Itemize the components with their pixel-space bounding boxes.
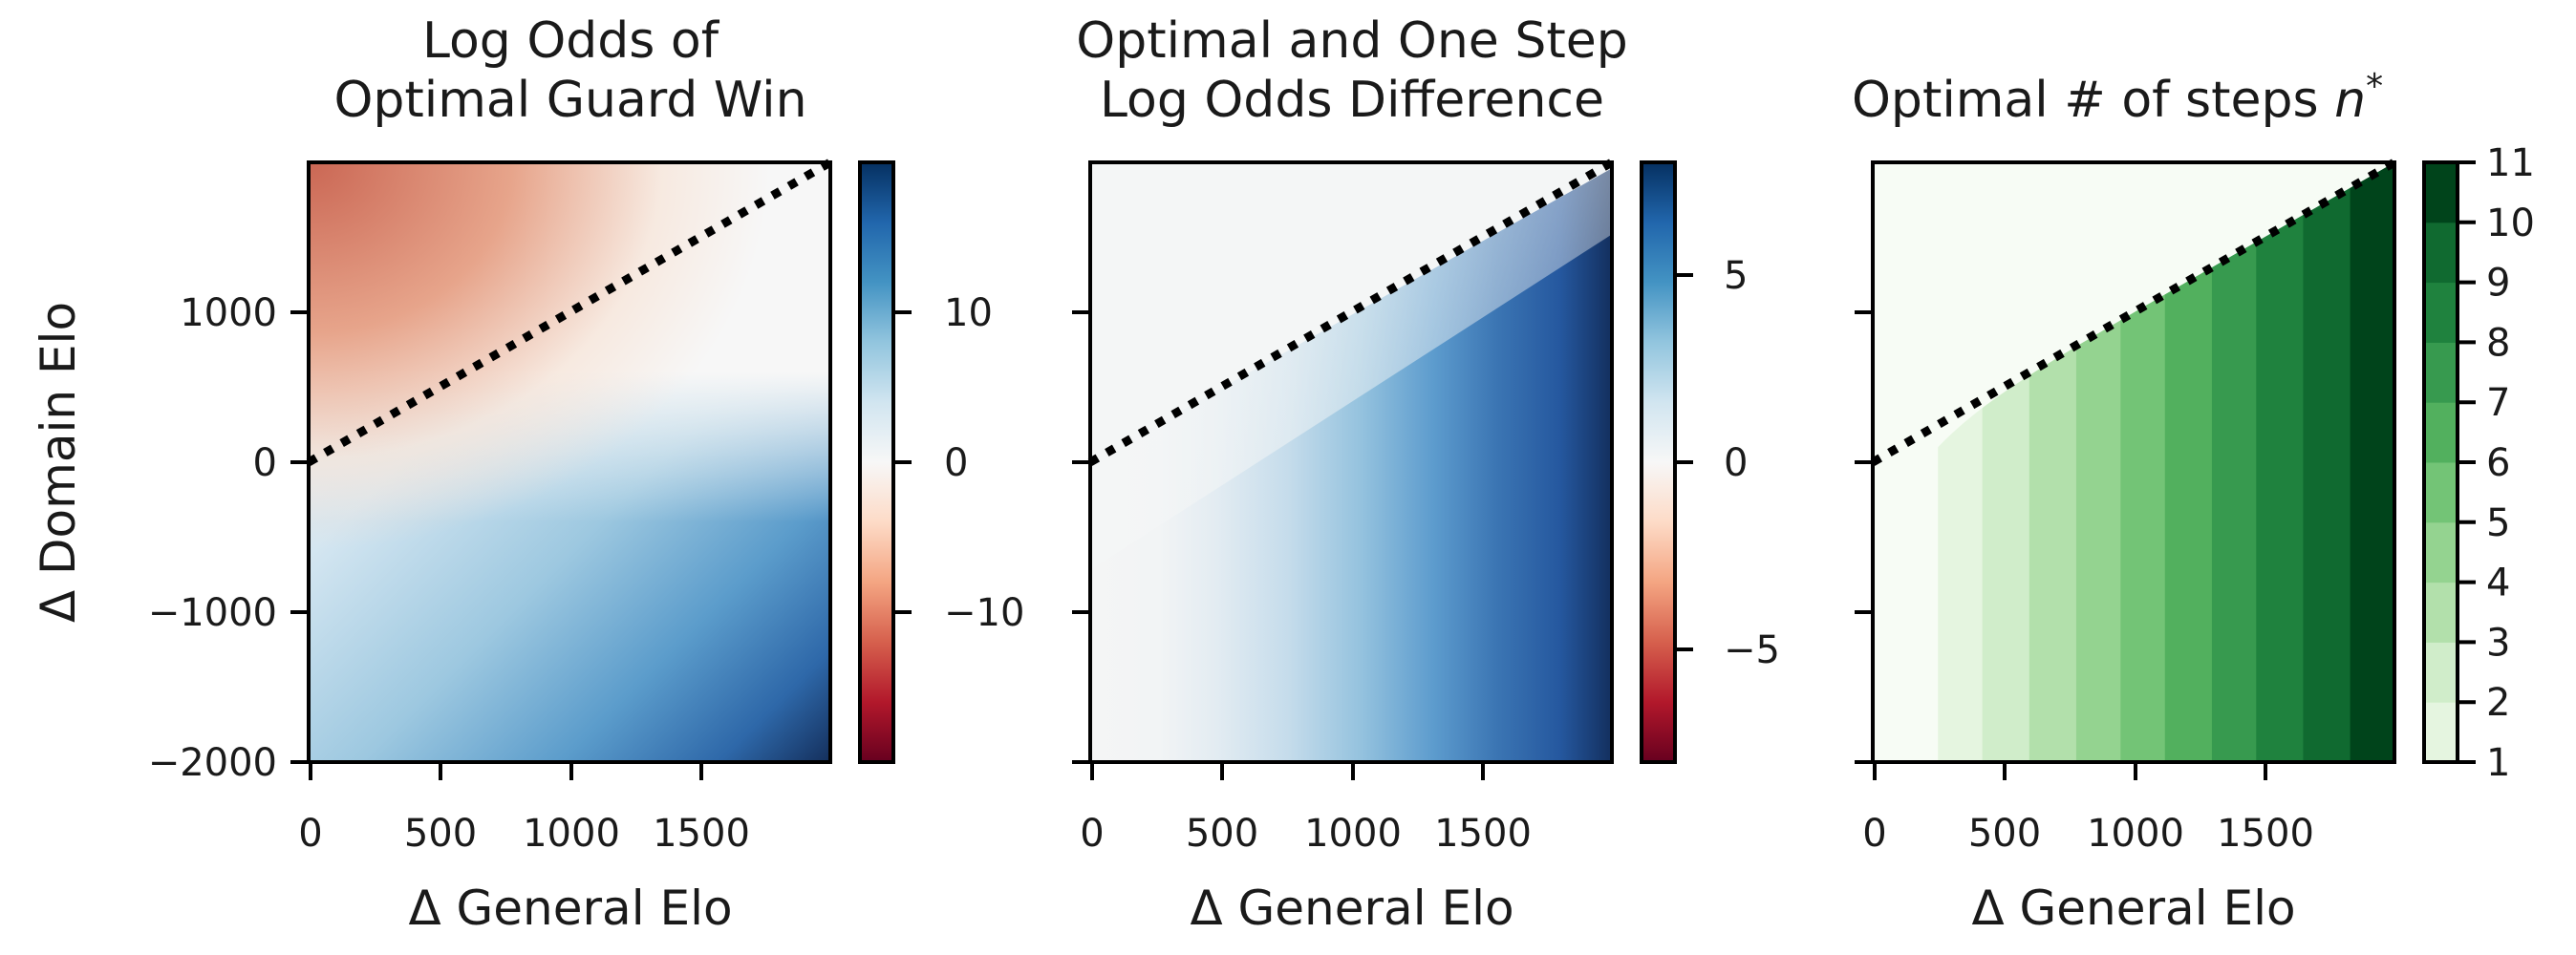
panel-3-colorbar: 11 10 9 8 7 6 5 4 3 2 1 (2422, 141, 2535, 785)
panel-2-xtick-label: 1000 (1304, 812, 1402, 856)
panel-2-colorbar-tick-label: 5 (1724, 254, 1748, 298)
panel-2-xtick-label: 500 (1186, 812, 1258, 856)
panel-1-title-line-1: Log Odds of (422, 12, 720, 70)
panel-1-ytick-label: 1000 (180, 291, 277, 335)
panel-3-title-text: Optimal # of steps (1852, 72, 2334, 129)
panel-3-xlabel: Δ General Elo (1971, 881, 2295, 936)
panel-1-ytick-label: 0 (253, 441, 277, 485)
panel-3-colorbar-bands (2424, 162, 2458, 763)
panel-2-xtick-label: 0 (1080, 812, 1104, 856)
panel-1-colorbar-tick-label: 10 (944, 291, 993, 335)
colorbar-tick-label: 7 (2486, 381, 2510, 425)
colorbar-tick-label: 3 (2486, 621, 2510, 665)
panel-2-colorbar-tick-label: −5 (1724, 628, 1780, 672)
panel-2-heatmap (1088, 160, 1614, 764)
panel-1-ytick-label: −1000 (148, 591, 277, 635)
colorbar-band (2424, 582, 2458, 643)
colorbar-tick-label: 8 (2486, 321, 2510, 365)
panel-3-heatmap (1871, 160, 2396, 764)
colorbar-tick-label: 1 (2486, 741, 2510, 785)
panel-2-reference-line (1087, 159, 1615, 466)
panel-2-xlabel: Δ General Elo (1190, 881, 1513, 936)
panel-1-reference-line (306, 159, 833, 466)
colorbar-band (2424, 462, 2458, 523)
colorbar-band (2424, 282, 2458, 343)
colorbar-tick-label: 10 (2486, 202, 2535, 245)
panel-1-colorbar: 10 0 −10 (858, 160, 1024, 764)
panel-1-heatmap-fill (309, 162, 830, 762)
colorbar-band (2424, 342, 2458, 403)
panel-1-xtick-label: 1000 (523, 812, 620, 856)
panel-3-xtick-label: 1500 (2217, 812, 2314, 856)
step-band (2256, 162, 2304, 762)
panel-3-title-symbol: n (2334, 72, 2366, 129)
colorbar-band (2424, 521, 2458, 584)
panel-2-heatmap-fill (1090, 162, 1612, 762)
colorbar-band (2424, 642, 2458, 703)
panel-2-title-line-2: Log Odds Difference (1100, 72, 1604, 129)
panel-1-xtick-label: 0 (298, 812, 322, 856)
panel-3-title: Optimal # of steps n* (1852, 67, 2383, 129)
panel-1-xtick-label: 1500 (653, 812, 750, 856)
panel-1-xlabel: Δ General Elo (408, 881, 732, 936)
panel-2-colorbar: 5 0 −5 (1640, 160, 1780, 764)
panel-3-upper-region (1873, 162, 2394, 462)
panel-3-colorbar-ticks: 11 10 9 8 7 6 5 4 3 2 1 (2458, 141, 2535, 785)
panel-3-xticks: 0 500 1000 1500 (1862, 762, 2314, 856)
colorbar-band (2424, 402, 2458, 463)
panel-3: Optimal # of steps n* 0 500 1000 1500 Δ … (1852, 67, 2535, 936)
panel-3-xtick-label: 500 (1968, 812, 2041, 856)
panel-1-title-line-2: Optimal Guard Win (333, 72, 806, 129)
colorbar-tick-label: 9 (2486, 262, 2510, 306)
colorbar-tick-label: 4 (2486, 562, 2510, 605)
panel-2-title-line-1: Optimal and One Step (1076, 12, 1627, 70)
colorbar-tick-label: 2 (2486, 681, 2510, 725)
panel-1-xtick-label: 500 (404, 812, 477, 856)
panel-3-reference-line (1870, 159, 2397, 466)
panel-1-heatmap (307, 160, 832, 764)
panel-1: Log Odds of Optimal Guard Win 1000 0 −10… (31, 12, 1024, 936)
panel-3-yticks (1855, 310, 1873, 764)
step-band (2350, 162, 2395, 762)
colorbar-band (2424, 702, 2458, 763)
panel-2-xtick-label: 1500 (1434, 812, 1532, 856)
panel-2-colorbar-tick-label: 0 (1724, 441, 1748, 485)
panel-2-yticks (1072, 310, 1090, 764)
colorbar-band (2424, 162, 2458, 223)
panel-1-ylabel: Δ Domain Elo (31, 302, 86, 623)
step-band (2303, 162, 2351, 762)
panel-1-colorbar-tick-label: 0 (944, 441, 968, 485)
colorbar-tick-label: 11 (2486, 141, 2535, 185)
panel-1-colorbar-tick-label: −10 (944, 591, 1024, 635)
panel-2-xticks: 0 500 1000 1500 (1080, 762, 1532, 856)
colorbar-band (2424, 222, 2458, 284)
panel-1-ytick-label: −2000 (148, 741, 277, 785)
panel-1-yticks: 1000 0 −1000 −2000 (148, 291, 309, 785)
panel-3-xtick-label: 0 (1862, 812, 1886, 856)
panel-1-xticks: 0 500 1000 1500 (298, 762, 750, 856)
panel-2: Optimal and One Step Log Odds Difference (1072, 12, 1780, 936)
colorbar-tick-label: 5 (2486, 501, 2510, 545)
colorbar-tick-label: 6 (2486, 441, 2510, 485)
panel-3-title-superscript: * (2366, 67, 2383, 106)
panel-3-xtick-label: 1000 (2087, 812, 2184, 856)
